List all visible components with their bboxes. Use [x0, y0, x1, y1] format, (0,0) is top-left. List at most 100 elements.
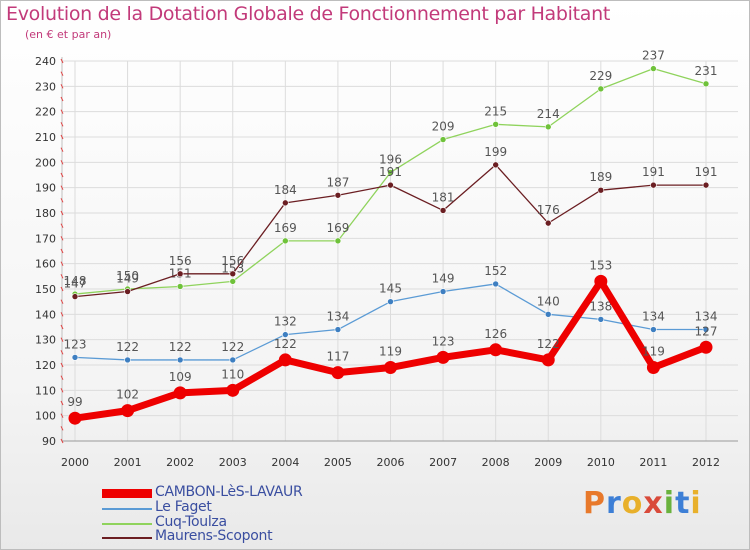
data-point: [436, 350, 450, 364]
y-tick-label: 120: [35, 359, 56, 372]
data-label: 189: [589, 170, 612, 184]
y-minor-tick: [60, 122, 64, 127]
y-minor-tick: [60, 312, 64, 317]
legend-swatch-cambon: [102, 489, 152, 498]
x-tick-label: 2012: [692, 456, 720, 469]
data-label: 199: [484, 145, 507, 159]
x-tick-label: 2006: [377, 456, 405, 469]
data-label: 209: [432, 120, 455, 134]
x-tick-label: 2010: [587, 456, 615, 469]
data-point: [702, 181, 710, 189]
x-tick-label: 2007: [429, 456, 457, 469]
y-tick-label: 90: [42, 435, 56, 448]
data-label: 187: [326, 175, 349, 189]
y-minor-tick: [60, 198, 64, 203]
y-minor-tick: [60, 210, 64, 216]
y-minor-tick: [60, 350, 64, 355]
data-label: 147: [64, 277, 87, 291]
chart-title: Evolution de la Dotation Globale de Fonc…: [6, 3, 611, 25]
data-point: [334, 191, 342, 199]
y-minor-tick: [60, 160, 64, 165]
data-label: 169: [274, 221, 297, 235]
data-point: [541, 353, 555, 367]
y-tick-label: 220: [35, 106, 56, 119]
data-label: 156: [221, 254, 244, 268]
data-label: 237: [642, 49, 665, 63]
data-point: [229, 278, 237, 285]
data-point: [229, 356, 237, 364]
data-point: [121, 404, 135, 418]
y-minor-tick: [60, 400, 64, 406]
logo-letter: P: [583, 486, 606, 521]
data-point: [282, 237, 289, 245]
data-label: 102: [116, 388, 139, 402]
legend-swatch-cuq-toulza: [102, 523, 152, 525]
data-point: [334, 237, 342, 245]
data-label: 122: [169, 340, 192, 354]
legend-label-maurens-scopont: Maurens-Scopont: [155, 528, 273, 544]
logo-letter: t: [675, 486, 691, 521]
logo-letter: o: [621, 486, 644, 521]
logo-letter: i: [690, 486, 702, 521]
y-tick-label: 180: [35, 207, 56, 220]
x-tick-label: 2008: [482, 456, 510, 469]
y-minor-tick: [60, 362, 64, 368]
y-minor-tick: [60, 58, 64, 64]
data-point: [282, 199, 289, 207]
data-point: [594, 274, 608, 288]
logo-letter: r: [606, 486, 622, 521]
y-minor-tick: [60, 274, 64, 279]
data-point: [387, 181, 394, 189]
data-point: [650, 326, 657, 333]
data-point: [387, 169, 394, 176]
data-point: [439, 288, 447, 295]
y-tick-label: 100: [35, 410, 56, 423]
data-label: 231: [695, 64, 718, 78]
y-minor-tick: [60, 286, 64, 292]
data-label: 110: [221, 367, 244, 381]
logo-letter: i: [663, 486, 676, 521]
data-label: 134: [642, 310, 665, 324]
data-label: 196: [379, 152, 402, 166]
data-point: [226, 383, 240, 397]
y-minor-tick: [60, 413, 64, 418]
data-label: 148: [64, 274, 87, 288]
y-tick-label: 110: [35, 384, 56, 397]
data-label: 176: [537, 203, 560, 217]
y-minor-tick: [60, 426, 64, 431]
data-point: [492, 280, 499, 288]
y-tick-label: 140: [35, 308, 56, 321]
data-label: 117: [326, 350, 349, 364]
y-tick-label: 210: [35, 131, 56, 144]
data-point: [331, 366, 345, 380]
data-point: [229, 270, 237, 278]
y-minor-tick: [60, 134, 64, 140]
y-minor-tick: [60, 147, 64, 152]
x-tick-label: 2002: [166, 456, 194, 469]
data-label: 169: [326, 221, 349, 235]
data-point: [124, 356, 131, 364]
x-tick-label: 2000: [61, 456, 89, 469]
data-label: 153: [589, 258, 612, 272]
data-label: 149: [432, 272, 455, 286]
data-label: 138: [589, 299, 612, 313]
x-tick-label: 2009: [534, 456, 562, 469]
y-minor-tick: [60, 324, 64, 330]
x-tick-label: 2004: [271, 456, 299, 469]
data-label: 214: [537, 107, 560, 121]
data-point: [646, 361, 660, 375]
data-label: 123: [432, 334, 455, 348]
data-label: 132: [274, 315, 297, 329]
data-label: 134: [695, 310, 718, 324]
data-point: [489, 343, 503, 357]
y-minor-tick: [60, 172, 64, 178]
data-point: [702, 326, 710, 333]
data-label: 156: [169, 254, 192, 268]
data-point: [384, 361, 397, 375]
data-point: [650, 181, 657, 189]
y-minor-tick: [60, 236, 64, 241]
data-label: 122: [274, 337, 297, 351]
y-tick-label: 130: [35, 334, 56, 347]
legend-swatch-maurens-scopont: [102, 537, 152, 539]
x-tick-label: 2005: [324, 456, 352, 469]
